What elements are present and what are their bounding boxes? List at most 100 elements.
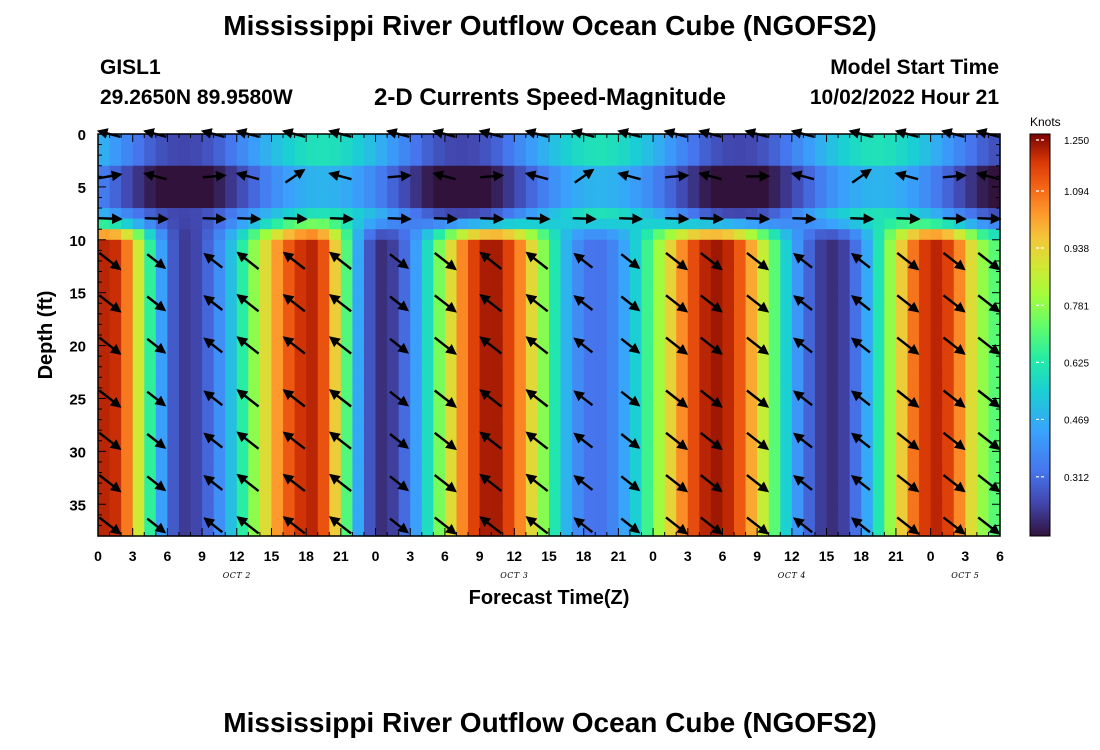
heatmap-cell xyxy=(930,229,943,241)
heatmap-cell xyxy=(363,165,377,177)
heatmap-cell xyxy=(283,176,296,188)
heatmap-cell xyxy=(317,176,330,188)
heatmap-cell xyxy=(838,461,851,474)
heatmap-cell xyxy=(826,324,839,336)
heatmap-cell xyxy=(572,186,585,199)
heatmap-cell xyxy=(664,165,677,177)
heatmap-cell xyxy=(629,504,643,516)
heatmap-cell xyxy=(838,493,851,505)
heatmap-cell xyxy=(514,208,527,220)
heatmap-cell xyxy=(410,335,423,347)
heatmap-cell xyxy=(664,440,677,452)
heatmap-cell xyxy=(352,493,365,505)
heatmap-cell xyxy=(514,398,527,410)
heatmap-cell xyxy=(953,514,966,527)
heatmap-cell xyxy=(988,493,1001,505)
x-tick-label: 18 xyxy=(576,548,592,564)
heatmap-cell xyxy=(838,419,851,431)
heatmap-cell xyxy=(283,186,296,199)
heatmap-cell xyxy=(710,250,724,262)
heatmap-cell xyxy=(710,514,724,527)
y-tick-label: 20 xyxy=(69,339,86,356)
heatmap-cell xyxy=(456,461,469,474)
heatmap-cell xyxy=(213,239,226,251)
heatmap-cell xyxy=(317,356,330,368)
heatmap-cell xyxy=(98,218,111,230)
heatmap-cell xyxy=(410,282,423,294)
heatmap-cell xyxy=(167,197,180,209)
heatmap-cell xyxy=(838,282,851,294)
current-vector-arrow xyxy=(618,213,644,225)
heatmap-cell xyxy=(294,430,307,442)
heatmap-cell xyxy=(202,186,215,199)
heatmap-cell xyxy=(202,239,215,251)
heatmap-cell xyxy=(560,335,573,347)
heatmap-cell xyxy=(583,250,596,262)
heatmap-cell xyxy=(884,345,897,357)
heatmap-cell xyxy=(340,461,354,474)
heatmap-cell xyxy=(121,493,134,505)
heatmap-cell xyxy=(942,504,955,516)
current-vector-arrow xyxy=(433,336,457,355)
heatmap-cell xyxy=(514,260,527,273)
heatmap-cell xyxy=(549,134,562,146)
heatmap-cell xyxy=(849,483,862,495)
heatmap-cell xyxy=(363,282,377,294)
heatmap-cell xyxy=(884,271,897,283)
heatmap-cell xyxy=(826,440,839,452)
heatmap-cell xyxy=(525,218,539,230)
heatmap-cell xyxy=(791,134,805,146)
heatmap-cell xyxy=(895,377,909,389)
heatmap-cell xyxy=(653,461,666,474)
current-vector-arrow xyxy=(977,251,1001,271)
heatmap-cell xyxy=(653,313,666,326)
heatmap-cell xyxy=(456,493,469,505)
heatmap-cell xyxy=(283,377,296,389)
heatmap-cell xyxy=(757,250,770,262)
heatmap-cell xyxy=(502,144,515,156)
heatmap-cell xyxy=(213,155,226,167)
heatmap-cell xyxy=(814,229,828,241)
heatmap-cell xyxy=(352,208,365,220)
heatmap-cell xyxy=(132,324,145,336)
heatmap-cell xyxy=(791,504,805,516)
heatmap-cell xyxy=(583,229,596,241)
heatmap-cell xyxy=(271,398,284,410)
heatmap-cell xyxy=(606,430,619,442)
heatmap-cell xyxy=(525,313,539,326)
heatmap-cell xyxy=(132,472,145,484)
heatmap-cell xyxy=(248,176,261,188)
heatmap-cell xyxy=(583,419,596,431)
heatmap-cell xyxy=(491,504,504,516)
heatmap-cell xyxy=(572,324,585,336)
heatmap-cell xyxy=(387,144,400,156)
heatmap-cell xyxy=(213,461,226,474)
heatmap-cell xyxy=(178,504,192,516)
heatmap-cell xyxy=(456,313,469,326)
heatmap-cell xyxy=(849,377,862,389)
heatmap-cell xyxy=(121,271,134,283)
heatmap-cell xyxy=(757,239,770,251)
heatmap-cell xyxy=(132,208,145,220)
heatmap-cell xyxy=(375,419,388,431)
x-tick-label: 18 xyxy=(853,548,869,564)
heatmap-cell xyxy=(236,356,249,368)
heatmap-cell xyxy=(745,504,758,516)
current-vector-arrow xyxy=(203,390,224,407)
heatmap-cell xyxy=(768,313,781,326)
heatmap-cell xyxy=(838,398,851,410)
heatmap-cell xyxy=(803,387,816,400)
heatmap-cell xyxy=(849,260,862,273)
heatmap-cell xyxy=(722,144,735,156)
heatmap-cell xyxy=(352,440,365,452)
current-vector-arrow xyxy=(328,336,352,355)
heatmap-cell xyxy=(988,197,1001,209)
current-vector-arrow xyxy=(236,473,260,493)
heatmap-cell xyxy=(930,303,943,315)
heatmap-cell xyxy=(583,324,596,336)
heatmap-cell xyxy=(225,250,238,262)
heatmap-cell xyxy=(687,271,700,283)
heatmap-cell xyxy=(98,409,111,421)
heatmap-cell xyxy=(167,398,180,410)
x-tick-label: 3 xyxy=(684,548,692,564)
